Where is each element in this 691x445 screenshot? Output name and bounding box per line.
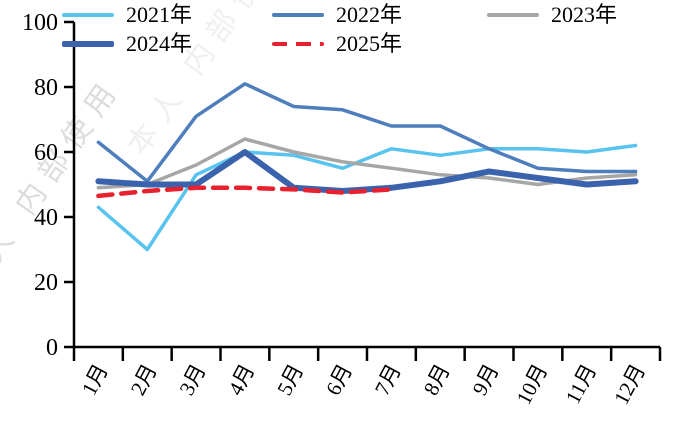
x-tick-label: 8月	[419, 360, 455, 399]
x-tick-label: 7月	[370, 360, 406, 399]
x-tick-label: 2月	[126, 360, 162, 399]
y-tick-label: 0	[46, 335, 58, 361]
series-line-2024年	[95, 149, 639, 194]
x-tick-label: 4月	[223, 360, 259, 399]
legend-item-2024: 2024年	[62, 31, 192, 57]
series-line-2023年	[96, 137, 638, 190]
x-tick-label: 6月	[321, 360, 357, 399]
legend-swatch-2024	[62, 41, 114, 47]
legend-swatch-2023	[487, 13, 539, 17]
y-tick-label: 20	[34, 270, 58, 296]
series-line-2025年	[96, 185, 394, 199]
x-tick-label: 9月	[468, 360, 504, 399]
legend-label-2021: 2021年	[126, 2, 193, 27]
legend-swatch-2021	[62, 13, 114, 17]
legend-label-2025: 2025年	[336, 31, 403, 56]
x-tick-label: 1月	[77, 360, 113, 399]
x-ticks	[72, 347, 662, 361]
legend-swatch-2025	[272, 41, 324, 47]
series-line-2021年	[96, 143, 638, 252]
legend-item-2023: 2023年	[487, 2, 617, 28]
y-tick-label: 60	[34, 140, 58, 166]
x-tick-labels: 1月 2月 3月 4月 5月 6月 7月 8月 9月 10月 11月 12月	[77, 360, 650, 408]
legend-label-2023: 2023年	[551, 2, 618, 27]
legend-item-2021: 2021年	[62, 2, 192, 28]
y-tick-label: 100	[22, 10, 58, 36]
series-line-2022年	[96, 82, 638, 184]
legend-swatch-2022	[272, 13, 324, 17]
legend-label-2024: 2024年	[126, 31, 193, 56]
x-tick-label: 11月	[561, 360, 602, 408]
x-tick-label: 3月	[175, 360, 211, 399]
x-tick-label: 12月	[609, 360, 650, 408]
x-tick-label: 10月	[511, 360, 552, 408]
y-tick-label: 80	[34, 75, 58, 101]
x-tick-label: 5月	[272, 360, 308, 399]
legend-item-2022: 2022年	[272, 2, 402, 28]
y-tick-label: 40	[34, 205, 58, 231]
legend-label-2022: 2022年	[336, 2, 403, 27]
legend-item-2025: 2025年	[272, 31, 402, 57]
y-tick-labels: 0 20 40 60 80 100	[22, 10, 74, 361]
